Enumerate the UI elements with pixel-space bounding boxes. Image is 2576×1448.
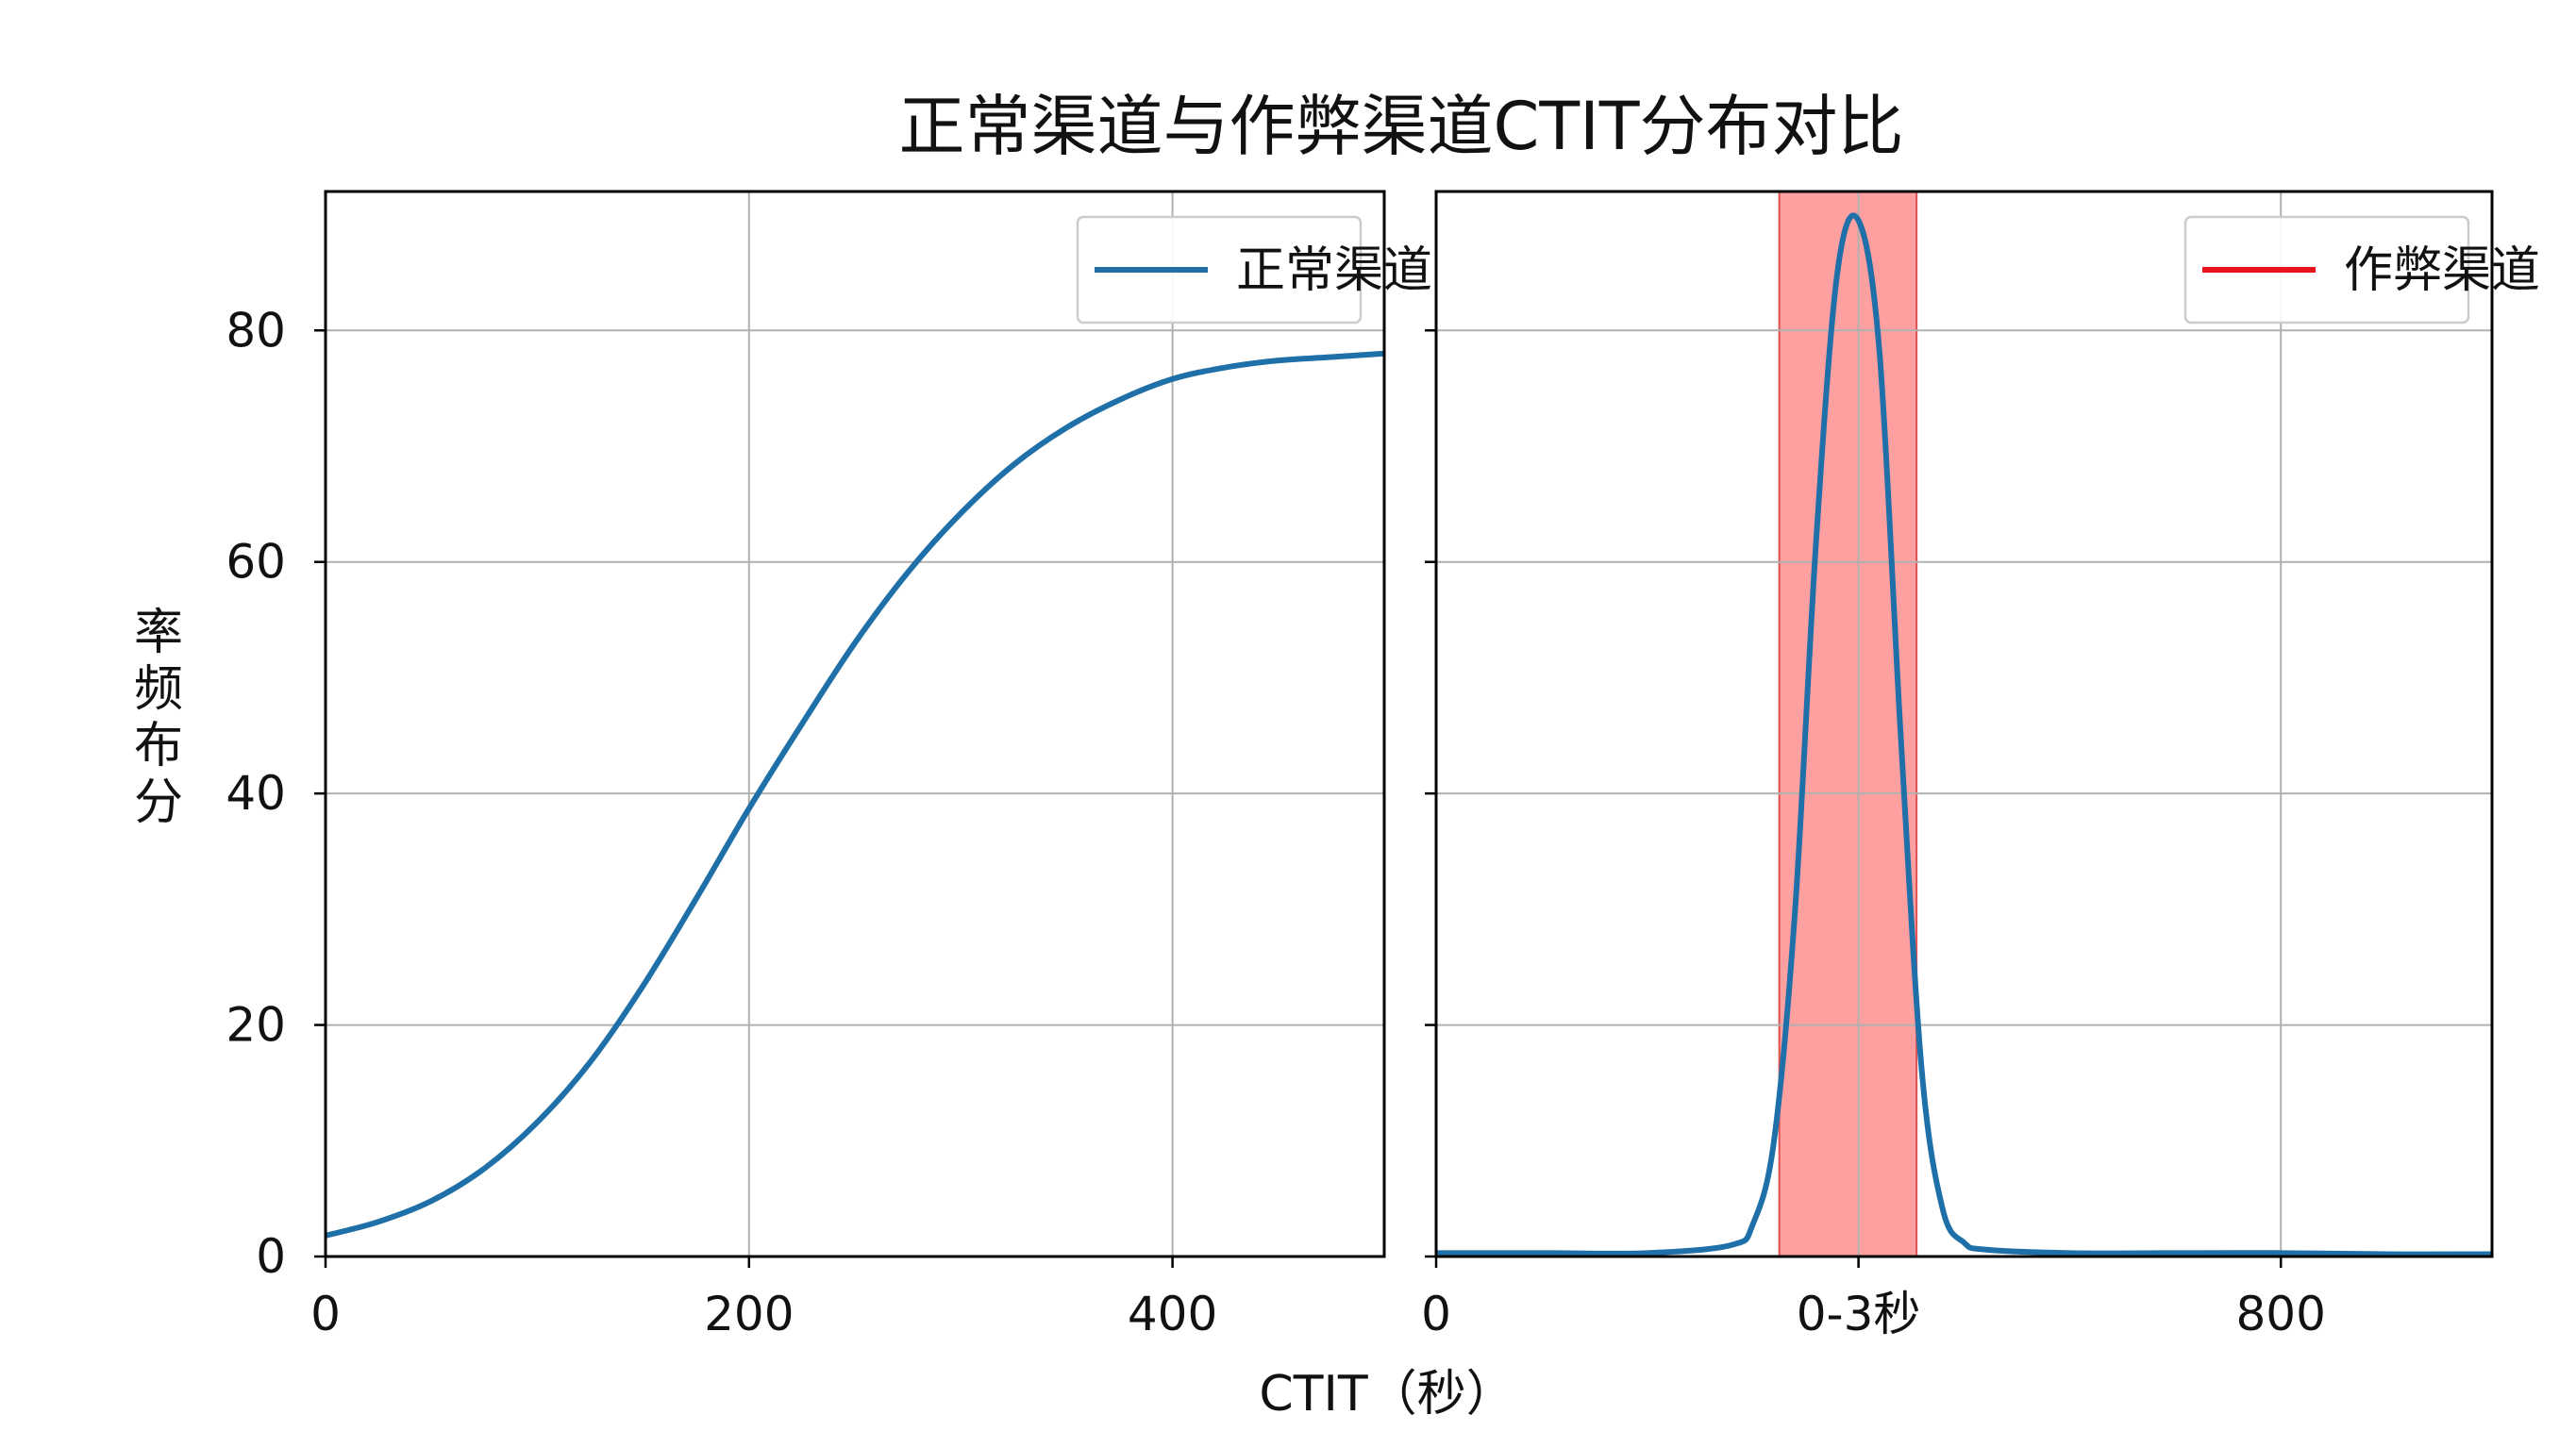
left-axes-frame <box>324 190 1386 1258</box>
chart-title: 正常渠道与作弊渠道CTIT分布对比 <box>898 88 1903 165</box>
left-y-tick-label-1: 20 <box>226 998 286 1053</box>
left-legend-box <box>1076 215 1363 325</box>
left-y-tick-label-3: 60 <box>226 535 286 590</box>
highlight-band-0-3s <box>1778 191 1918 1257</box>
left-x-tick-label-0: 0 <box>310 1287 341 1341</box>
left-series-line-0 <box>325 350 1385 1239</box>
left-x-tick-label-2: 400 <box>1128 1287 1217 1341</box>
right-legend-box <box>2183 215 2470 325</box>
y-axis-label-char-1: 布 <box>134 718 183 774</box>
right-axes-frame <box>1434 190 2494 1258</box>
left-y-tick-label-4: 80 <box>226 303 286 358</box>
right-x-tick-label-2: 800 <box>2235 1287 2325 1341</box>
y-axis-label-char-2: 频 <box>134 661 183 718</box>
y-axis-label-char-0: 分 <box>134 774 183 831</box>
left-legend-label: 正常渠道 <box>1236 242 1432 299</box>
x-axis-label: CTIT（秒） <box>1259 1366 1514 1423</box>
right-legend-label: 作弊渠道 <box>2344 242 2540 299</box>
right-x-tick-label-1: 0-3秒 <box>1797 1287 1921 1341</box>
right-series-line-0 <box>1436 212 2493 1257</box>
left-y-tick-label-0: 0 <box>256 1229 286 1284</box>
right-x-tick-label-0: 0 <box>1421 1287 1451 1341</box>
left-panel: 0 200 400 0 20 40 60 80 正常渠道 <box>226 190 1432 1341</box>
y-axis-label-char-3: 率 <box>134 605 183 661</box>
left-y-tick-label-2: 40 <box>226 766 286 821</box>
left-x-tick-label-1: 200 <box>704 1287 794 1341</box>
right-panel: 0 0-3秒 800 作弊渠道 <box>1421 190 2540 1341</box>
